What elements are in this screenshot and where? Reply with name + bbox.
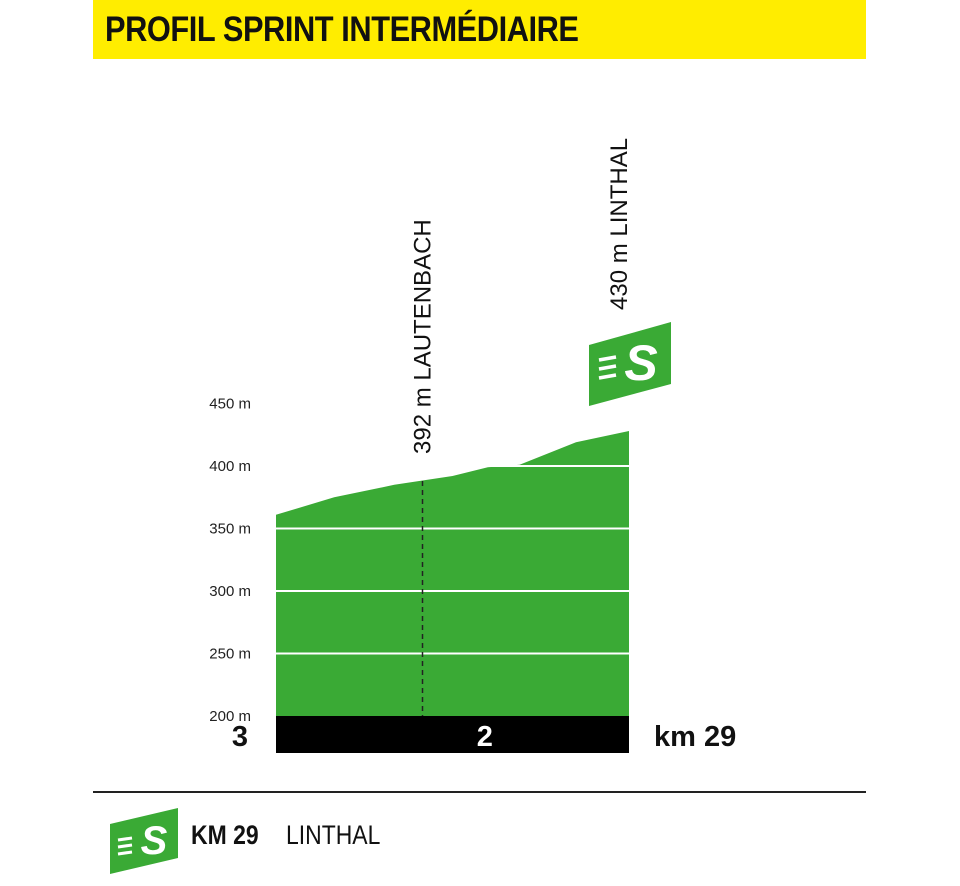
x-tick-label: 3: [232, 721, 248, 753]
page-title: PROFIL SPRINT INTERMÉDIAIRE: [105, 10, 579, 49]
title-bar: PROFIL SPRINT INTERMÉDIAIRE: [93, 0, 866, 59]
y-tick-label: 200 m: [209, 708, 251, 725]
y-tick-label: 250 m: [209, 646, 251, 663]
legend-km-label: KM 29: [191, 820, 259, 850]
x-tick-labels: 3 2 1km 29: [232, 721, 736, 753]
svg-text:S: S: [624, 335, 657, 391]
y-tick-label: 350 m: [209, 521, 251, 538]
lautenbach-label: 392 m LAUTENBACH: [410, 219, 437, 454]
x-tick-label: 1: [653, 721, 669, 753]
annotations: 392 m LAUTENBACH S 430 m LINTHAL: [410, 138, 671, 716]
legend-place-name: LINTHAL: [286, 820, 381, 850]
km-axis-bar: [276, 716, 629, 753]
sprint-s-icon: S: [110, 808, 178, 874]
elevation-area: [276, 431, 629, 716]
y-tick-label: 300 m: [209, 583, 251, 600]
gridlines: [276, 465, 629, 655]
footer-divider: [93, 791, 866, 793]
elevation-profile-chart: 200 m 250 m 300 m 350 m 400 m 450 m 392 m LAU…: [209, 138, 736, 753]
x-tick-label: 2: [477, 721, 493, 753]
svg-text:S: S: [141, 819, 168, 863]
y-tick-label: 400 m: [209, 458, 251, 475]
sprint-badge-icon: S: [589, 322, 671, 406]
linthal-label: 430 m LINTHAL: [606, 138, 633, 310]
y-tick-labels: 200 m 250 m 300 m 350 m 400 m 450 m: [209, 396, 251, 726]
x-tick-label: km 29: [654, 721, 736, 753]
y-tick-label: 450 m: [209, 396, 251, 413]
